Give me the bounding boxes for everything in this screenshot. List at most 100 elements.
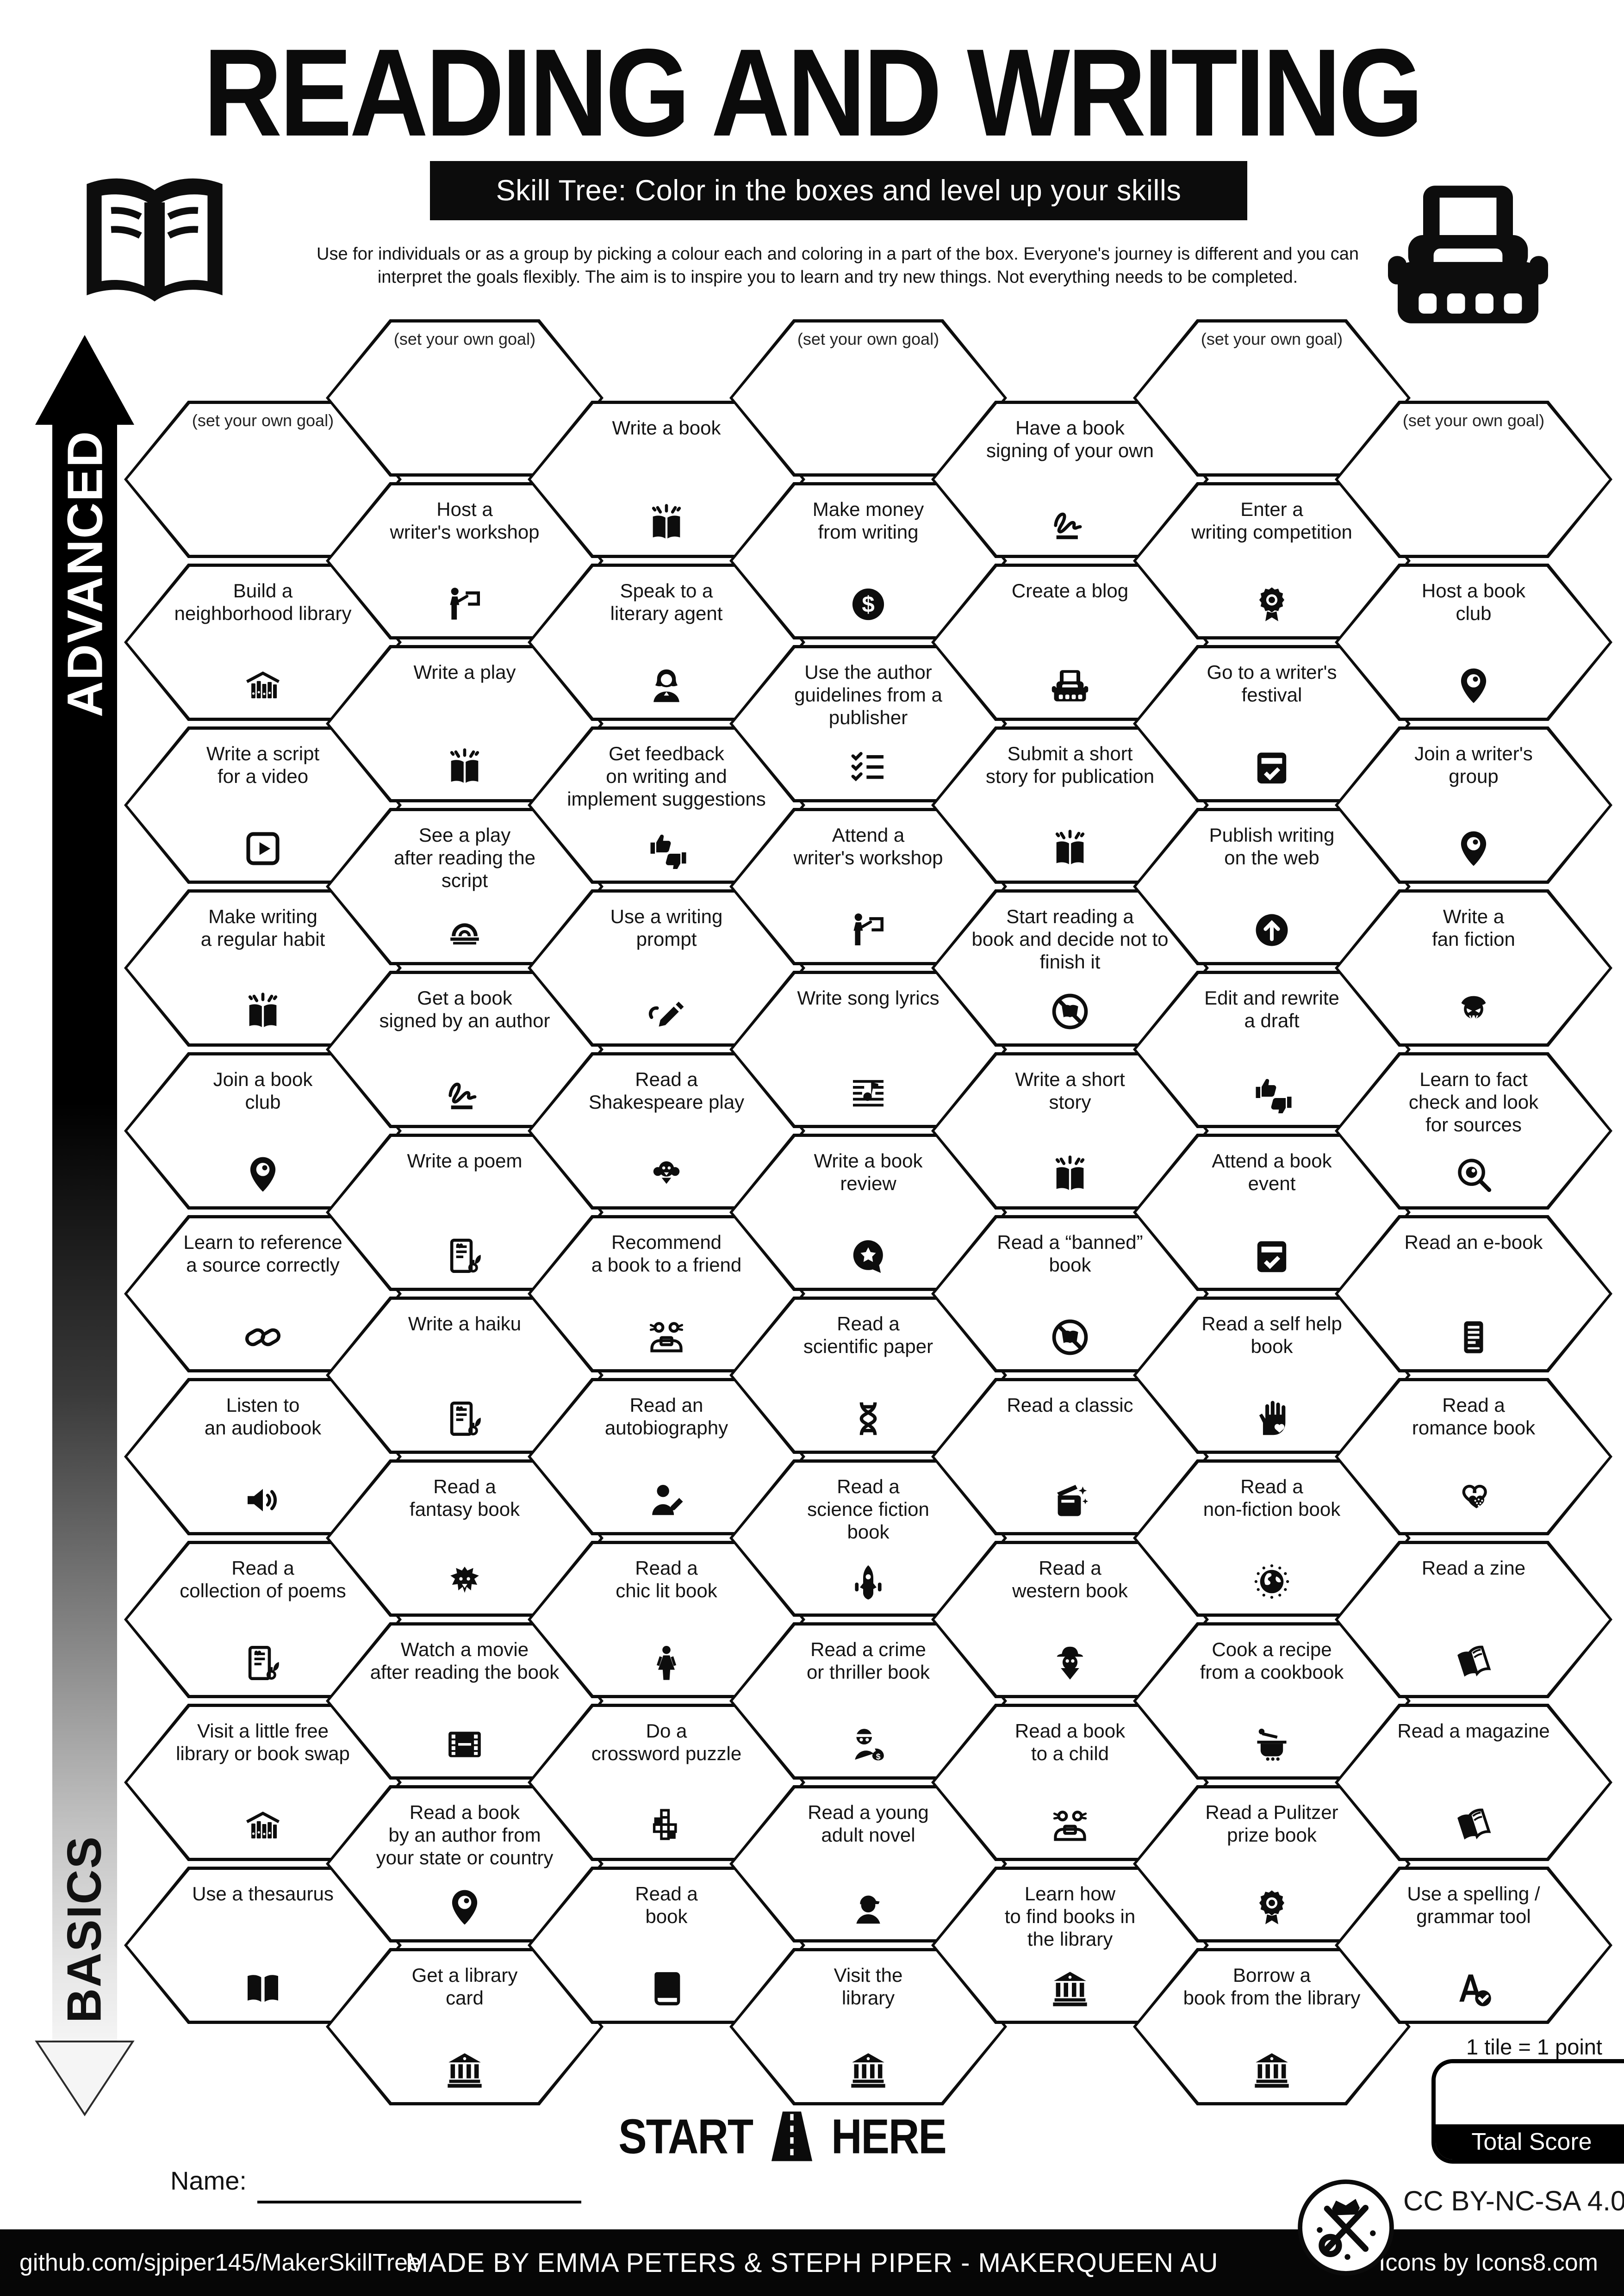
poem-scroll-icon: [243, 1643, 283, 1683]
stage-icon: [444, 910, 485, 950]
skill-tile[interactable]: Read a chic lit book: [528, 1541, 805, 1698]
skill-tile[interactable]: Go to a writer's festival: [1133, 645, 1411, 802]
start-word: START: [618, 2109, 753, 2164]
typewriter-icon: [1050, 665, 1090, 706]
total-score-field[interactable]: [1436, 2063, 1624, 2124]
skill-label: Read a science fiction book: [807, 1476, 929, 1543]
bank-icon: [444, 2050, 485, 2091]
no-book-icon: [1050, 991, 1090, 1032]
skill-label: Read a crime or thriller book: [806, 1638, 930, 1683]
rocket-icon: [848, 1561, 889, 1602]
cowboy-icon: [1050, 1643, 1090, 1683]
book-icon: [646, 1968, 687, 2009]
skill-tile[interactable]: Learn to fact check and look for sources: [1335, 1052, 1612, 1210]
skill-label: Read a scientific paper: [803, 1313, 933, 1358]
level-arrow-shaft: [52, 423, 117, 2041]
skill-label: Listen to an audiobook: [204, 1394, 322, 1439]
speaker-icon: [243, 1480, 283, 1520]
poem-scroll-icon: [444, 1398, 485, 1439]
skill-label: Write a book: [612, 417, 721, 439]
skill-label: Watch a movie after reading the book: [370, 1638, 560, 1683]
skill-tile-custom-goal[interactable]: (set your own goal): [1335, 401, 1612, 558]
skill-tile[interactable]: Join a writer's group: [1335, 726, 1612, 884]
skill-tile[interactable]: Use a spelling / grammar tool: [1335, 1867, 1612, 2024]
chain-link-icon: [243, 1317, 283, 1358]
vampire-icon: [1453, 991, 1494, 1032]
location-pin-icon: [243, 1154, 283, 1195]
skill-tile[interactable]: Read an e-book: [1335, 1215, 1612, 1372]
location-pin-icon: [444, 1887, 485, 1928]
no-book-icon: [1050, 1317, 1090, 1358]
upload-icon: [1251, 910, 1292, 950]
skill-label: (set your own goal): [797, 329, 940, 348]
friends-icon: [1050, 1806, 1090, 1846]
review-star-icon: [848, 1235, 889, 1276]
intro-text: Use for individuals or as a group by pic…: [259, 242, 1416, 289]
calendar-check-icon: [1251, 1235, 1292, 1276]
magazine-icon: [1453, 1806, 1494, 1846]
skill-label: Read a Pulitzer prize book: [1205, 1801, 1338, 1846]
skill-tile[interactable]: Read a romance book: [1335, 1378, 1612, 1535]
hex-fill: [1338, 1381, 1609, 1532]
magic-book-icon: [444, 747, 485, 788]
skill-label: Read a book to a child: [1014, 1720, 1126, 1765]
score-note: 1 tile = 1 point: [1466, 2035, 1602, 2059]
skill-label: Read a chic lit book: [616, 1557, 717, 1602]
friends-icon: [646, 1317, 687, 1358]
skill-tile[interactable]: Read a magazine: [1335, 1704, 1612, 1861]
skill-label: Read a Shakespeare play: [588, 1068, 745, 1113]
arrow-down-icon: [34, 2040, 135, 2117]
footer-repo-link[interactable]: github.com/sjpiper145/MakerSkillTree: [19, 2249, 422, 2276]
name-input-line[interactable]: [257, 2201, 581, 2203]
skill-tile[interactable]: Read a zine: [1335, 1541, 1612, 1698]
hex-fill: [1338, 404, 1609, 555]
start-here: START HERE: [618, 2104, 946, 2169]
skill-label: Read an autobiography: [604, 1394, 728, 1439]
skill-label: Read a non-fiction book: [1203, 1476, 1341, 1520]
skill-label: Go to a writer's festival: [1207, 661, 1337, 706]
skill-tile[interactable]: Host a book club: [1335, 564, 1612, 721]
skill-label: Read a self help book: [1201, 1313, 1342, 1358]
skill-label: Read a romance book: [1412, 1394, 1536, 1439]
skill-label: (set your own goal): [1402, 411, 1545, 430]
person-pencil-icon: [646, 1480, 687, 1520]
skill-label: Read a classic: [1007, 1394, 1133, 1416]
skill-label: Use a thesaurus: [192, 1883, 334, 1905]
skill-label: Submit a short story for publication: [985, 743, 1155, 788]
skill-label: Write song lyrics: [797, 987, 940, 1009]
skill-label: Host a writer's workshop: [390, 498, 540, 543]
magic-book-icon: [1050, 1154, 1090, 1195]
skill-tile[interactable]: Write a fan fiction: [1335, 889, 1612, 1047]
ereader-icon: [1453, 1317, 1494, 1358]
little-library-icon: [243, 665, 283, 706]
skill-label: (set your own goal): [192, 411, 334, 430]
pot-icon: [1251, 1724, 1292, 1765]
skill-label: Start reading a book and decide not to f…: [971, 906, 1169, 973]
magic-book-icon: [646, 503, 687, 543]
woman-figure-icon: [646, 1643, 687, 1683]
film-icon: [444, 1724, 485, 1765]
hand-heart-icon: [1251, 1398, 1292, 1439]
skill-label: Write a fan fiction: [1432, 906, 1515, 950]
skill-label: Write a haiku: [408, 1313, 522, 1334]
skill-label: Make writing a regular habit: [200, 906, 325, 950]
axis-label-basics: BASICS: [57, 1836, 112, 2023]
road-icon: [763, 2108, 821, 2166]
skill-label: Write a short story: [1015, 1068, 1125, 1113]
skill-label: Read a western book: [1012, 1557, 1128, 1602]
hex-fill: [1338, 1055, 1609, 1206]
intro-line-1: Use for individuals or as a group by pic…: [317, 244, 1359, 264]
skill-label: Publish writing on the web: [1209, 824, 1335, 869]
skill-label: Enter a writing competition: [1191, 498, 1352, 543]
skill-label: Get a book signed by an author: [379, 987, 550, 1032]
spellcheck-icon: [1453, 1968, 1494, 2009]
location-pin-icon: [1453, 665, 1494, 706]
footer-credit: MADE BY EMMA PETERS & STEPH PIPER - MAKE…: [405, 2247, 1219, 2278]
skill-label: Learn to reference a source correctly: [183, 1231, 342, 1276]
skill-label: Speak to a literary agent: [610, 580, 723, 625]
skill-label: Use a writing prompt: [610, 906, 723, 950]
total-score-box[interactable]: Total Score: [1431, 2059, 1624, 2164]
burglar-icon: $: [848, 1724, 889, 1765]
footer-icons-credit[interactable]: Icons by Icons8.com: [1379, 2249, 1598, 2276]
classic-book-icon: [1050, 1480, 1090, 1520]
